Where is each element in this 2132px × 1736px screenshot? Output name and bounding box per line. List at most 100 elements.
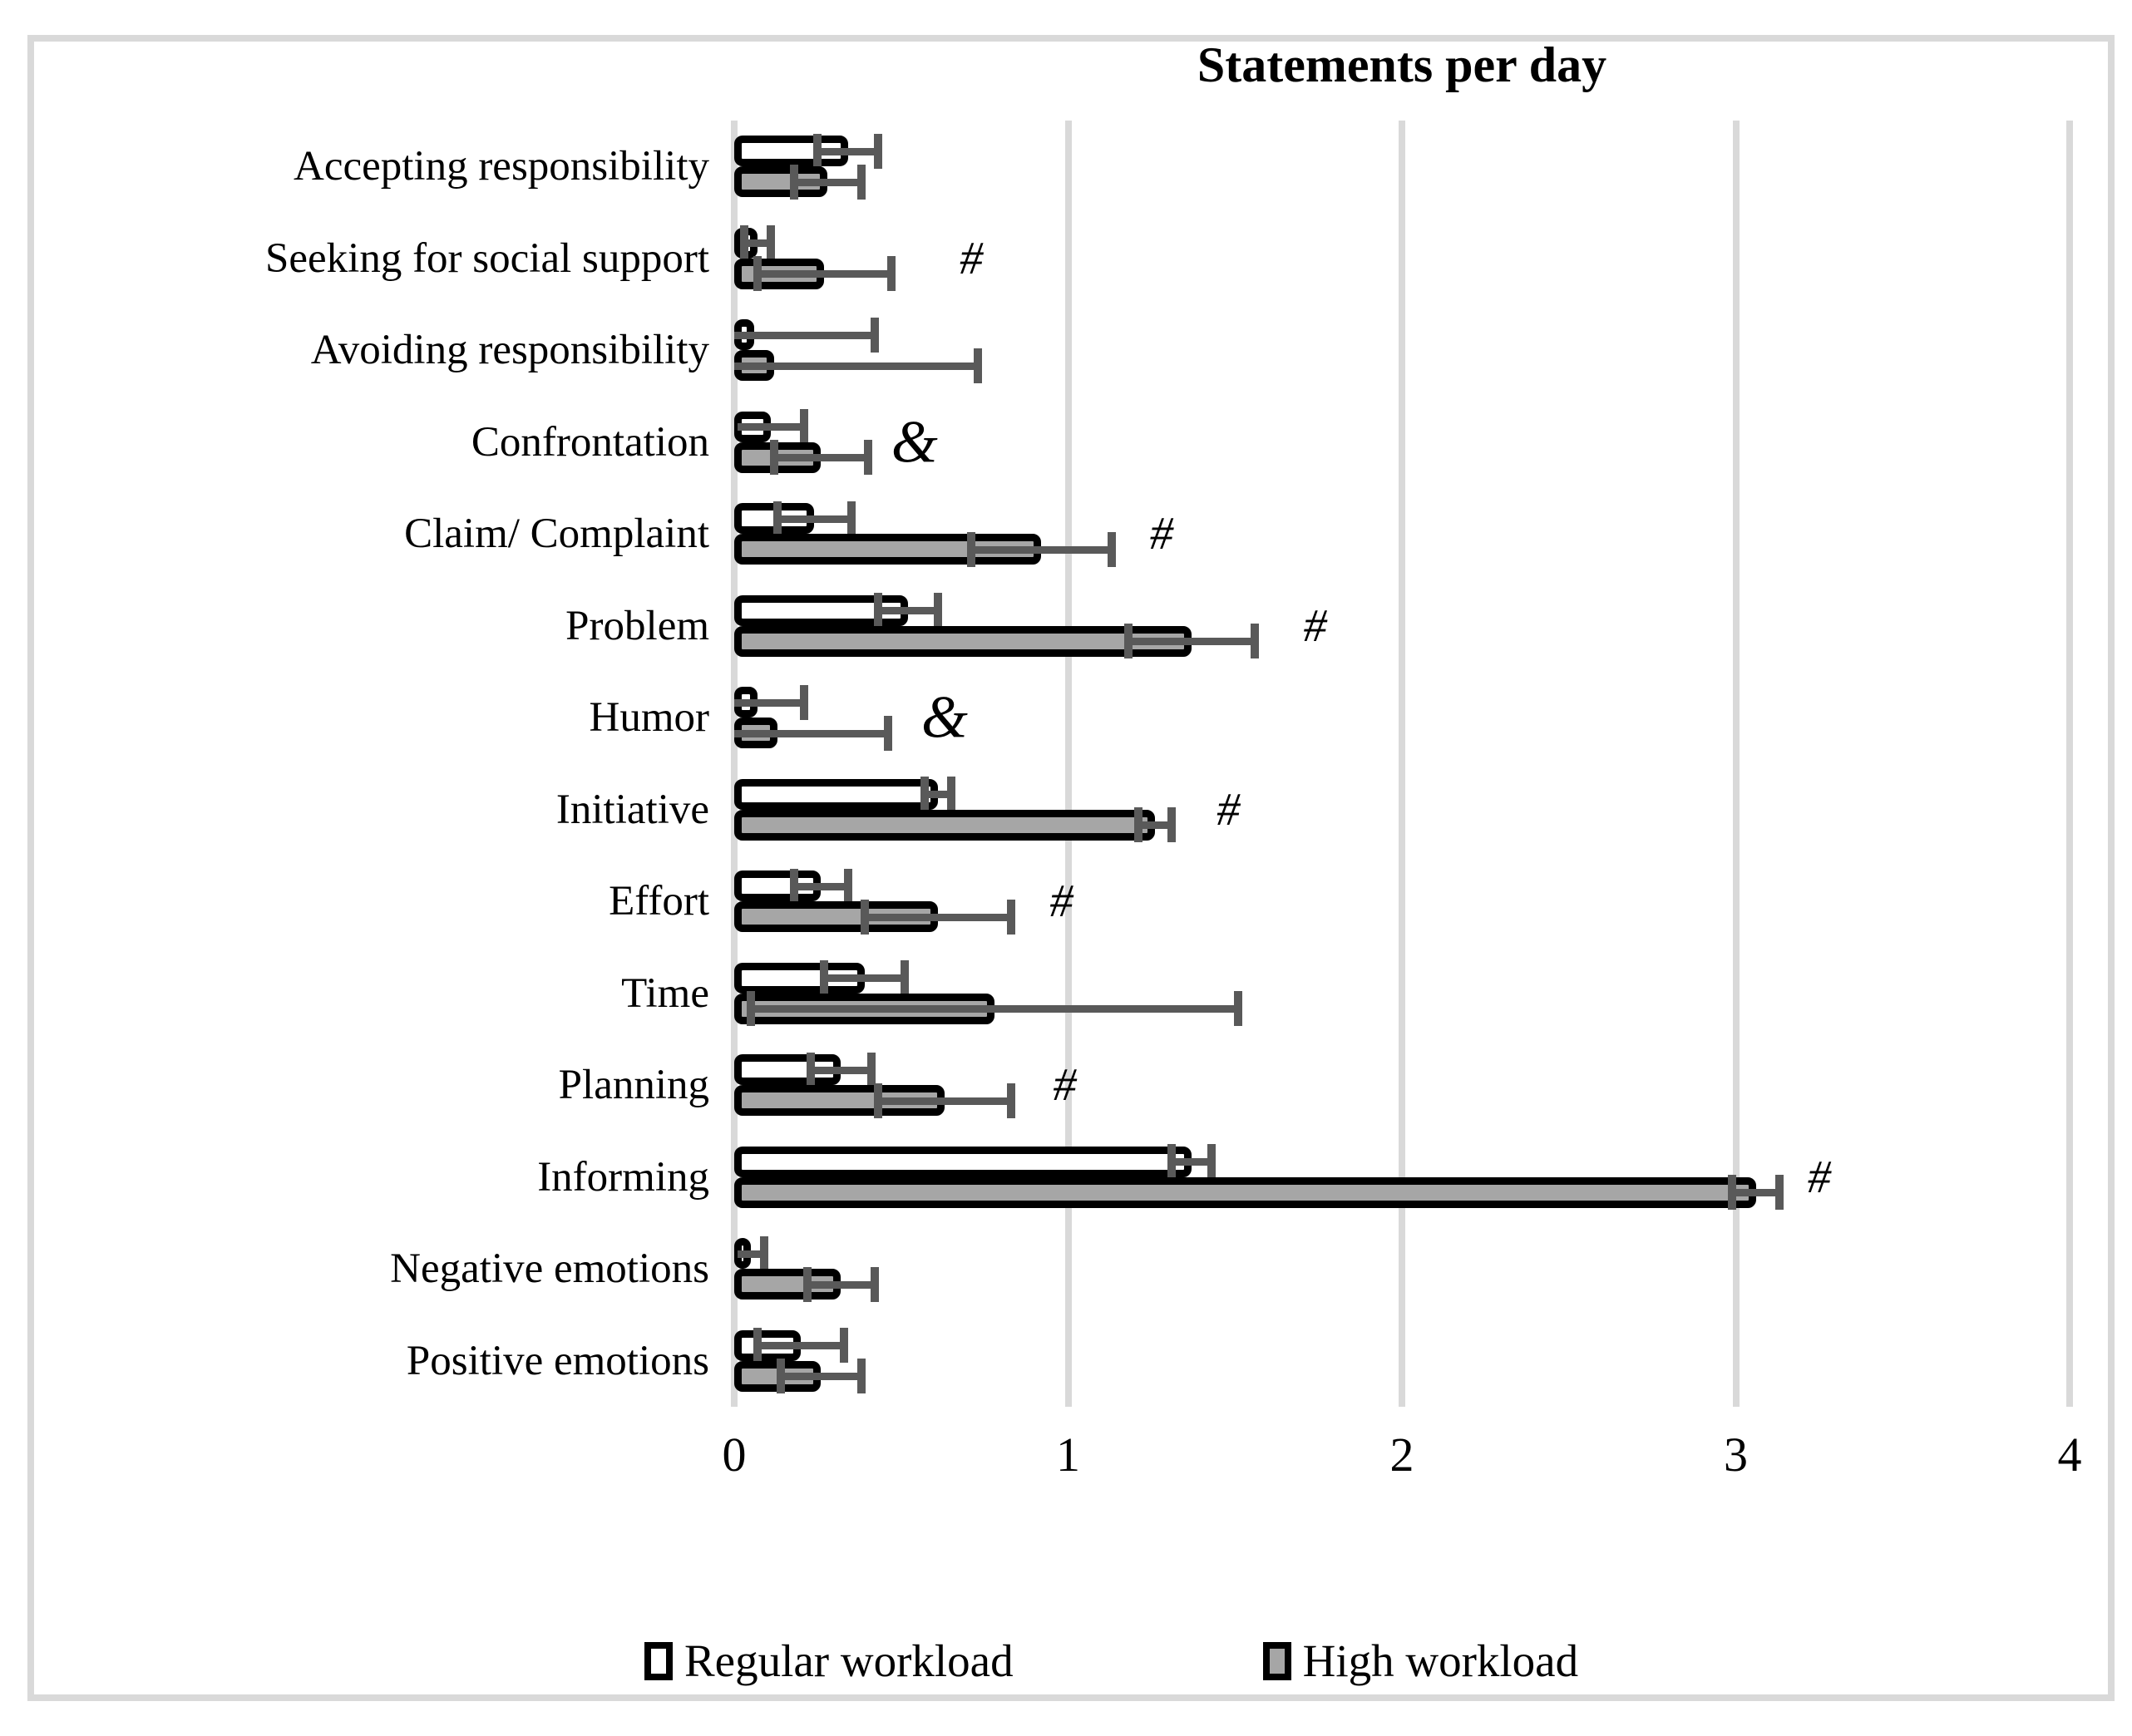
- error-bar-line: [1138, 821, 1172, 830]
- error-bar-line: [877, 1097, 1012, 1105]
- error-bar-line: [734, 729, 888, 737]
- error-bar-line: [794, 882, 848, 890]
- error-bar-cap-high: [886, 256, 896, 292]
- error-bar-cap-low: [967, 531, 976, 567]
- category-label: Confrontation: [471, 418, 709, 466]
- category-label: Problem: [565, 602, 709, 649]
- bar-high: [734, 1176, 1756, 1208]
- error-bar-cap-high: [1007, 1083, 1016, 1118]
- legend-item-high-workload: High workload: [1262, 1635, 1578, 1687]
- error-bar-line: [971, 545, 1112, 554]
- significance-marker: #: [1049, 875, 1073, 928]
- error-bar-cap-low: [790, 164, 799, 200]
- error-bar-line: [877, 607, 938, 615]
- x-tick-label-4: 4: [2057, 1428, 2082, 1482]
- error-bar-cap-low: [813, 133, 822, 169]
- error-bar-line: [817, 147, 878, 155]
- error-bar-cap-low: [740, 225, 749, 261]
- error-bar-cap-high: [856, 164, 866, 200]
- error-bar-line: [781, 1373, 861, 1381]
- error-bar-cap-high: [870, 317, 879, 353]
- significance-marker: &: [891, 408, 938, 476]
- error-bar-line: [751, 1005, 1239, 1013]
- error-bar-line: [774, 454, 868, 462]
- gridline-2: [1399, 121, 1405, 1407]
- error-bar-cap-low: [873, 1083, 882, 1118]
- category-label: Negative emotions: [390, 1245, 709, 1293]
- bar-high: [734, 809, 1155, 841]
- error-bar-cap-high: [946, 777, 955, 812]
- significance-marker: #: [1217, 783, 1241, 836]
- category-label: Informing: [537, 1153, 709, 1201]
- x-tick-label-2: 2: [1389, 1428, 1414, 1482]
- error-bar-line: [811, 1066, 871, 1074]
- error-bar-cap-high: [846, 501, 856, 536]
- error-bar-cap-high: [1007, 899, 1016, 935]
- error-bar-cap-high: [856, 1359, 866, 1394]
- error-bar-line: [1128, 638, 1256, 646]
- x-tick-label-3: 3: [1724, 1428, 1748, 1482]
- error-bar-line: [734, 362, 979, 370]
- error-bar-cap-high: [1167, 807, 1176, 843]
- error-bar-line: [738, 1250, 765, 1258]
- error-bar-cap-high: [933, 593, 942, 629]
- error-bar-cap-low: [920, 777, 929, 812]
- error-bar-line: [1171, 1158, 1212, 1166]
- category-label: Positive emotions: [406, 1337, 709, 1384]
- error-bar-cap-high: [760, 1235, 769, 1271]
- bar-high: [734, 534, 1042, 565]
- gridline-1: [1064, 121, 1072, 1407]
- error-bar-line: [758, 1342, 845, 1350]
- error-bar-cap-high: [866, 1052, 876, 1087]
- bar-regular: [734, 870, 822, 902]
- error-bar-cap-low: [820, 960, 829, 996]
- error-bar-line: [824, 974, 905, 983]
- error-bar-cap-high: [974, 348, 983, 383]
- error-bar-cap-low: [1133, 807, 1142, 843]
- category-label: Avoiding responsibility: [310, 327, 709, 374]
- error-bar-line: [744, 239, 772, 248]
- category-label: Initiative: [555, 786, 709, 833]
- significance-marker: #: [1053, 1059, 1077, 1112]
- error-bar-cap-high: [767, 225, 776, 261]
- category-label: Humor: [589, 694, 709, 742]
- error-bar-cap-high: [1774, 1175, 1784, 1211]
- category-label: Planning: [558, 1062, 709, 1109]
- error-bar-line: [734, 698, 805, 707]
- error-bar-cap-high: [883, 715, 892, 751]
- error-bar-cap-low: [1728, 1175, 1737, 1211]
- bar-high: [734, 166, 828, 198]
- error-bar-cap-low: [790, 868, 799, 904]
- error-bar-cap-high: [900, 960, 909, 996]
- error-bar-cap-high: [863, 440, 872, 476]
- error-bar-cap-high: [1234, 991, 1243, 1027]
- error-bar-line: [807, 1280, 875, 1289]
- significance-marker: #: [960, 232, 984, 284]
- error-bar-cap-low: [860, 899, 869, 935]
- error-bar-cap-high: [800, 684, 809, 720]
- error-bar-cap-low: [1167, 1144, 1176, 1180]
- category-label: Effort: [609, 878, 709, 925]
- gridline-3: [1732, 121, 1740, 1407]
- category-label: Seeking for social support: [265, 234, 709, 282]
- error-bar-cap-low: [777, 1359, 786, 1394]
- error-bar-cap-low: [753, 1328, 762, 1364]
- error-bar-cap-low: [1123, 624, 1133, 659]
- significance-marker: #: [1303, 599, 1327, 652]
- bar-regular: [734, 1146, 1192, 1177]
- category-label: Claim/ Complaint: [404, 510, 709, 558]
- y-axis-line: [731, 121, 738, 1407]
- error-bar-line: [758, 270, 891, 279]
- significance-marker: &: [920, 683, 968, 751]
- error-bar-cap-low: [803, 1266, 812, 1302]
- significance-marker: #: [1149, 508, 1173, 560]
- error-bar-line: [1732, 1189, 1779, 1197]
- error-bar-line: [777, 515, 851, 523]
- error-bar-cap-low: [807, 1052, 816, 1087]
- error-bar-cap-high: [840, 1328, 849, 1364]
- legend-swatch-high-icon: [1262, 1641, 1291, 1680]
- legend-swatch-regular-icon: [644, 1641, 673, 1680]
- legend-item-regular-workload: Regular workload: [644, 1635, 1014, 1687]
- error-bar-cap-high: [873, 133, 882, 169]
- error-bar-cap-high: [1107, 531, 1116, 567]
